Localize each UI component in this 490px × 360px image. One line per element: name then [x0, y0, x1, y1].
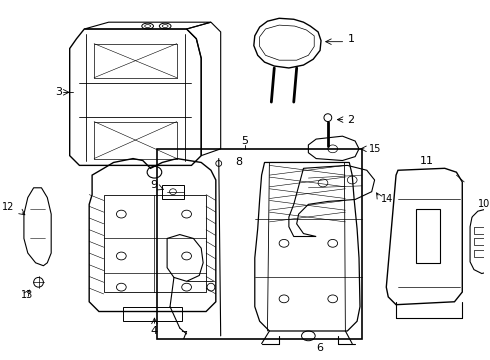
Text: 13: 13 — [21, 290, 33, 300]
Text: 14: 14 — [381, 194, 393, 204]
Text: 10: 10 — [478, 199, 490, 210]
Text: 6: 6 — [316, 343, 323, 352]
Text: 9: 9 — [150, 180, 157, 190]
Bar — [416, 209, 440, 263]
Bar — [474, 238, 490, 245]
Text: 15: 15 — [369, 144, 381, 154]
Text: 1: 1 — [347, 34, 354, 44]
Text: 2: 2 — [347, 114, 354, 125]
Text: 3: 3 — [55, 87, 63, 97]
Text: 12: 12 — [2, 202, 14, 212]
Bar — [104, 195, 206, 292]
Text: 11: 11 — [420, 156, 434, 166]
Bar — [157, 149, 362, 339]
Text: 7: 7 — [180, 331, 187, 341]
Bar — [123, 307, 182, 321]
Text: 8: 8 — [235, 157, 243, 167]
Bar — [474, 250, 490, 257]
Text: 4: 4 — [151, 326, 158, 336]
Bar — [474, 227, 490, 234]
Text: 5: 5 — [242, 136, 248, 146]
Bar — [162, 185, 184, 199]
